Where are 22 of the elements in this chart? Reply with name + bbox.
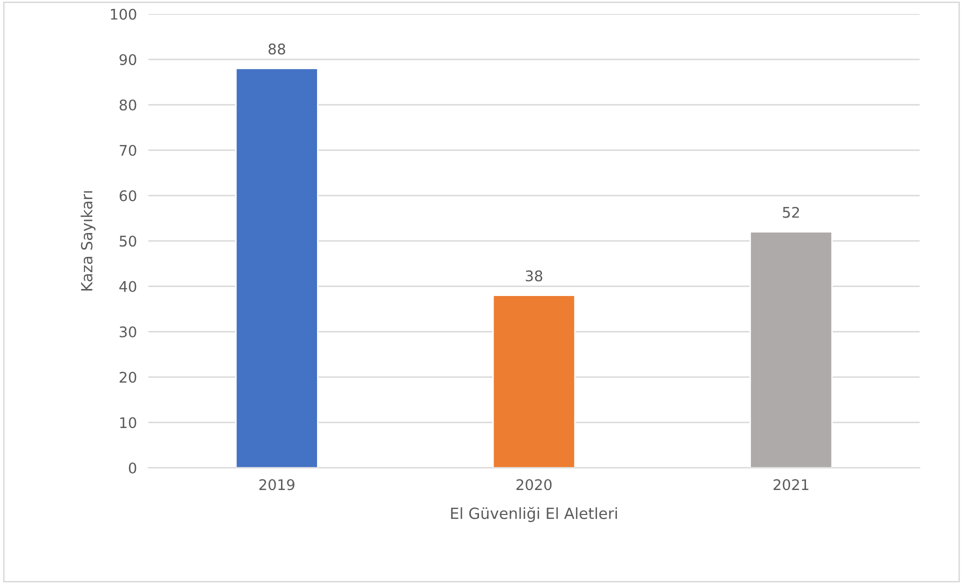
data-label: 52 — [782, 206, 799, 218]
y-tick-label: 10 — [120, 417, 136, 428]
y-tick-label: 60 — [120, 190, 136, 202]
data-label: 88 — [268, 44, 286, 55]
x-tick-label: 2021 — [774, 479, 808, 490]
y-tick-label: 80 — [120, 99, 136, 111]
y-tick-label: 20 — [120, 372, 136, 383]
bar — [750, 231, 833, 468]
bar — [235, 68, 318, 468]
y-axis-title: Kaza Sayıkarı — [80, 191, 96, 290]
y-tick-label: 40 — [119, 280, 136, 292]
x-axis-title: El Güvenliği El Aletleri — [451, 506, 617, 522]
y-tick-label: 50 — [120, 236, 136, 247]
x-tick-label: 2019 — [259, 479, 294, 490]
y-tick-label: 0 — [128, 462, 136, 474]
y-tick-label: 90 — [120, 54, 136, 66]
y-tick-label: 70 — [120, 144, 136, 156]
y-tick-label: 100 — [110, 8, 136, 20]
bar — [492, 294, 576, 468]
x-tick-label: 2020 — [516, 479, 552, 490]
y-tick-label: 30 — [120, 326, 136, 338]
data-label: 38 — [526, 270, 542, 282]
